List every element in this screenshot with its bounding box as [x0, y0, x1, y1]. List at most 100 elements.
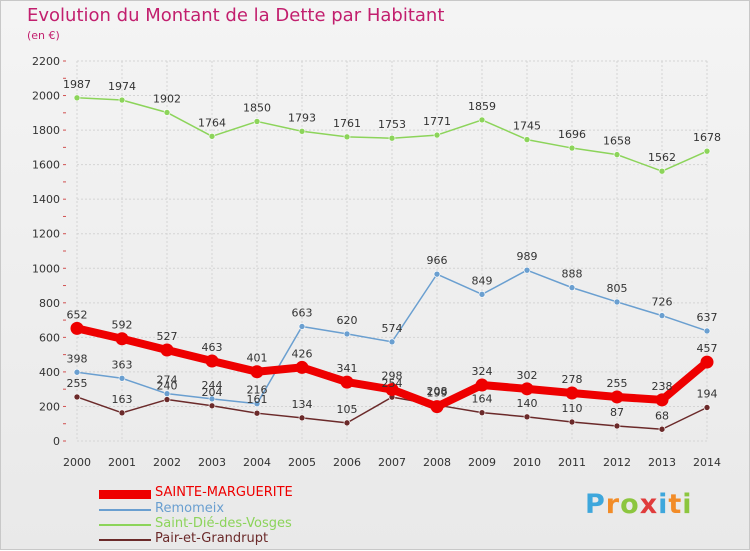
- x-tick-label: 2003: [198, 456, 226, 469]
- legend-label: SAINTE-MARGUERITE: [155, 485, 293, 500]
- data-point: [163, 109, 171, 116]
- data-point: [73, 94, 81, 102]
- data-label: 805: [607, 282, 628, 295]
- x-tick-label: 2010: [513, 456, 541, 469]
- data-point: [613, 298, 621, 306]
- data-label: 298: [382, 370, 403, 383]
- data-label: 194: [697, 387, 718, 400]
- data-point: [568, 144, 576, 152]
- x-tick-label: 2007: [378, 456, 406, 469]
- data-label: 966: [427, 254, 448, 267]
- series-layer: [70, 94, 714, 433]
- x-tick-label: 2005: [288, 456, 316, 469]
- data-point: [118, 96, 126, 104]
- data-point: [523, 266, 531, 274]
- data-label: 1850: [243, 101, 271, 114]
- data-point: [298, 128, 306, 135]
- data-point: [565, 386, 579, 400]
- data-label: 1859: [468, 100, 496, 113]
- data-label: 204: [202, 386, 223, 399]
- data-label: 216: [247, 384, 268, 397]
- x-axis: 2000 2001 2002 2003 2004 2005 2006 2007 2008 2009…: [63, 456, 721, 469]
- data-label: 989: [517, 250, 538, 263]
- data-label: 1761: [333, 117, 361, 130]
- legend-label: Saint-Dié-des-Vosges: [155, 516, 292, 531]
- data-label: 254: [382, 377, 403, 390]
- y-tick-label: 1000: [32, 262, 60, 275]
- data-label: 463: [202, 341, 223, 354]
- data-label: 238: [652, 380, 673, 393]
- data-label: 1764: [198, 116, 226, 129]
- data-label: 888: [562, 268, 583, 281]
- y-tick-label: 1600: [32, 159, 60, 172]
- data-label: 164: [472, 393, 493, 406]
- data-label: 68: [655, 409, 669, 422]
- data-label: 363: [112, 358, 133, 371]
- y-tick-label: 800: [39, 297, 60, 310]
- logo-letter: t: [668, 489, 683, 520]
- data-point: [433, 131, 441, 139]
- data-label: 208: [427, 385, 448, 398]
- data-point: [205, 354, 219, 368]
- x-tick-label: 2002: [153, 456, 181, 469]
- x-tick-label: 2001: [108, 456, 136, 469]
- data-point: [430, 400, 444, 414]
- data-point: [115, 332, 129, 346]
- data-point: [343, 133, 351, 141]
- data-label: 457: [697, 342, 718, 355]
- x-tick-label: 2004: [243, 456, 271, 469]
- data-label: 1658: [603, 135, 631, 148]
- data-point: [118, 374, 126, 382]
- data-point: [568, 284, 576, 291]
- y-tick-label: 1800: [32, 124, 60, 137]
- data-point: [658, 312, 666, 319]
- data-label: 161: [247, 393, 268, 406]
- data-label: 255: [67, 377, 88, 390]
- data-point: [253, 400, 261, 407]
- data-label: 592: [112, 319, 133, 332]
- y-tick-label: 600: [39, 331, 60, 344]
- data-label: 105: [337, 403, 358, 416]
- logo-letter: i: [682, 489, 693, 520]
- data-point: [703, 404, 711, 411]
- data-label: 652: [67, 308, 88, 321]
- y-tick-label: 2000: [32, 90, 60, 103]
- data-labels: 1987 1974 1902 1764 1850 1793 1761 1753 1771 1859…: [63, 78, 721, 422]
- data-point: [250, 365, 264, 379]
- data-label: 663: [292, 306, 313, 319]
- data-point: [343, 330, 351, 338]
- data-point: [478, 291, 486, 298]
- data-label: 278: [562, 373, 583, 386]
- legend-swatch: [99, 539, 151, 541]
- data-point: [118, 409, 126, 417]
- data-label: 1753: [378, 118, 406, 131]
- data-label: 620: [337, 314, 358, 327]
- proxiti-logo: Proxiti: [585, 489, 693, 520]
- data-point: [658, 167, 666, 175]
- data-label: 401: [247, 352, 268, 365]
- data-label: 1793: [288, 111, 316, 124]
- data-point: [163, 396, 171, 403]
- legend-swatch: [99, 509, 151, 511]
- data-label: 1745: [513, 120, 541, 133]
- data-point: [610, 390, 624, 404]
- y-tick-label: 200: [39, 400, 60, 413]
- y-tick-label: 2200: [32, 55, 60, 68]
- logo-letter: i: [658, 489, 669, 520]
- legend-swatch: [99, 489, 151, 499]
- data-label: 140: [517, 397, 538, 410]
- chart-title: Evolution du Montant de la Dette par Hab…: [27, 5, 445, 26]
- x-tick-label: 2006: [333, 456, 361, 469]
- chart-unit: (en €): [27, 29, 60, 42]
- data-point: [520, 382, 534, 396]
- data-label: 1987: [63, 78, 91, 91]
- data-point: [340, 375, 354, 389]
- data-label: 255: [607, 377, 628, 390]
- data-label: 398: [67, 352, 88, 365]
- data-label: 199: [427, 387, 448, 400]
- data-point: [613, 151, 621, 158]
- data-label: 637: [697, 311, 718, 324]
- legend-label: Remomeix: [155, 501, 225, 516]
- x-tick-label: 2008: [423, 456, 451, 469]
- data-point: [478, 116, 486, 124]
